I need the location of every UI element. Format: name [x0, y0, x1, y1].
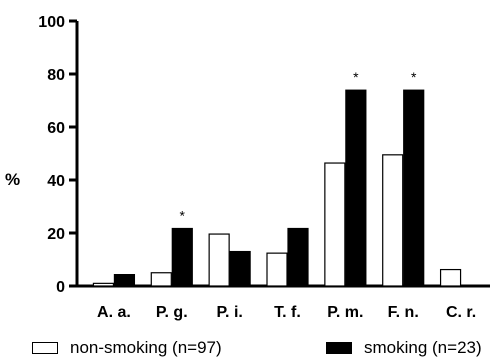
bar-p-m-non-smoking	[324, 162, 346, 287]
x-tick-label-f-n: F. n.	[388, 304, 419, 321]
x-tick-label-t-f: T. f.	[274, 304, 301, 321]
bar-p-i-non-smoking	[208, 233, 230, 287]
bar-c-r-non-smoking	[439, 268, 462, 287]
y-tick-label: 0	[56, 279, 65, 296]
y-tick-label: 20	[47, 226, 65, 243]
bar-p-m-smoking	[345, 89, 367, 287]
legend-label-non-smoking: non-smoking (n=97)	[70, 338, 222, 357]
bar-chart: % 0 20 40 60 80 100 A. a. P. g. P. i. T. f. P. m. F…	[5, 14, 490, 321]
y-tick-label: 40	[47, 173, 65, 190]
bar-p-g-non-smoking	[150, 272, 172, 287]
bar-f-n-non-smoking	[382, 154, 404, 287]
bar-p-g-smoking	[171, 227, 193, 287]
significance-marker: *	[411, 69, 417, 85]
legend-swatch-smoking	[326, 342, 352, 354]
x-tick-label-p-m: P. m.	[327, 304, 363, 321]
x-tick-label-a-a: A. a.	[97, 304, 131, 321]
bar-a-a-non-smoking	[92, 282, 115, 287]
legend-swatch-non-smoking	[32, 342, 58, 354]
x-tick-label-c-r: C. r.	[446, 304, 476, 321]
x-tick-label-p-i: P. i.	[216, 304, 242, 321]
y-axis-label: %	[5, 170, 20, 189]
significance-marker: *	[353, 69, 359, 85]
y-tick-label: 80	[47, 67, 65, 84]
bar-p-i-smoking	[229, 250, 251, 287]
bar-a-a-smoking	[113, 274, 136, 287]
bar-t-f-non-smoking	[266, 252, 288, 287]
legend-item-non-smoking: non-smoking (n=97)	[32, 338, 222, 358]
y-tick-label: 60	[47, 120, 65, 137]
legend-item-smoking: smoking (n=23)	[326, 338, 482, 358]
bar-t-f-smoking	[287, 227, 309, 287]
plot-area: 0 20 40 60 80 100 A. a. P. g. P. i. T. f. P. m. F. …	[38, 14, 490, 321]
y-tick-label: 100	[38, 14, 65, 31]
x-tick-label-p-g: P. g.	[156, 304, 188, 321]
significance-marker: *	[180, 207, 186, 223]
bar-f-n-smoking	[403, 89, 425, 287]
legend-label-smoking: smoking (n=23)	[364, 338, 482, 357]
